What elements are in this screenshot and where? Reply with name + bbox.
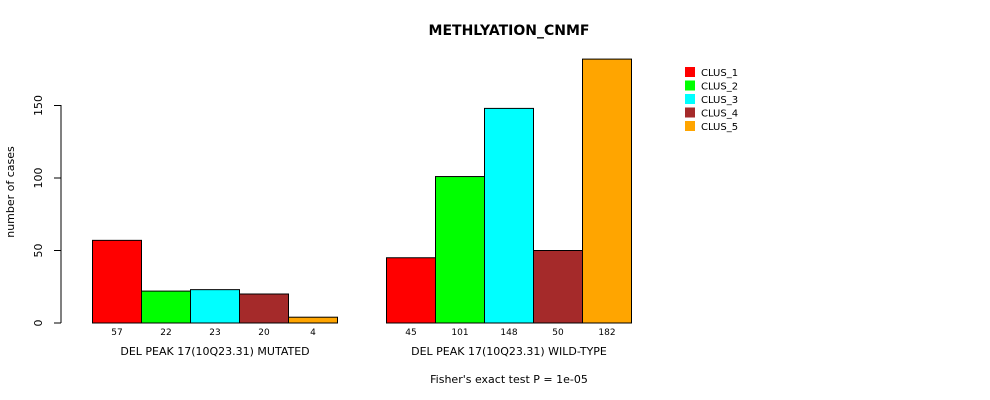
legend-swatch-clus_2 [685, 80, 695, 91]
bar-value-label: 57 [111, 328, 122, 338]
bar-value-label: 20 [258, 328, 270, 338]
y-tick-label-0: 0 [32, 320, 45, 327]
legend-swatch-clus_1 [685, 67, 695, 77]
legend-label-clus_3: CLUS_3 [701, 95, 738, 106]
bar-group1-clus_3 [190, 289, 240, 324]
bar-group2-clus_4 [533, 250, 583, 324]
bar-value-label: 50 [552, 328, 564, 338]
legend-swatch-clus_4 [685, 107, 695, 118]
chart-title: METHLYATION_CNMF [429, 23, 590, 39]
fisher-test-footnote: Fisher's exact test P = 1e-05 [430, 373, 588, 386]
y-axis-label: number of cases [4, 146, 17, 238]
bar-group1-clus_4 [239, 293, 289, 324]
legend-label-clus_1: CLUS_1 [701, 68, 738, 79]
legend-label-clus_5: CLUS_5 [701, 122, 738, 133]
legend-label-clus_4: CLUS_4 [701, 109, 738, 120]
bar-group2-clus_3 [484, 107, 534, 324]
y-tick-label-100: 100 [32, 168, 45, 189]
legend-swatch-clus_5 [685, 121, 695, 131]
bar-group2-clus_5 [582, 58, 632, 324]
bar-group1-clus_5 [288, 316, 338, 324]
legend-swatch-clus_3 [685, 94, 695, 104]
group-label-mutated: DEL PEAK 17(10Q23.31) MUTATED [120, 345, 309, 358]
y-tick-label-50: 50 [32, 244, 45, 258]
legend-label-clus_2: CLUS_2 [701, 82, 738, 93]
bar-value-label: 101 [451, 328, 468, 338]
bar-value-label: 23 [209, 328, 220, 338]
group-label-wild-type: DEL PEAK 17(10Q23.31) WILD-TYPE [411, 345, 607, 358]
bar-value-label: 45 [405, 328, 416, 338]
legend: CLUS_1 CLUS_2 CLUS_3 CLUS_4 CLUS_5 [685, 67, 738, 133]
bar-group2-clus_1 [386, 257, 436, 324]
bar-value-label: 182 [598, 328, 615, 338]
bar-value-label: 148 [500, 328, 517, 338]
bar-value-label: 22 [160, 328, 171, 338]
bar-group2-clus_2 [435, 176, 485, 324]
bar-value-label: 4 [310, 328, 316, 338]
y-tick-label-150: 150 [32, 95, 45, 116]
y-axis: 0 50 100 150 [32, 95, 62, 327]
bar-group1-clus_1 [92, 239, 142, 324]
bar-group1-clus_2 [141, 290, 191, 324]
